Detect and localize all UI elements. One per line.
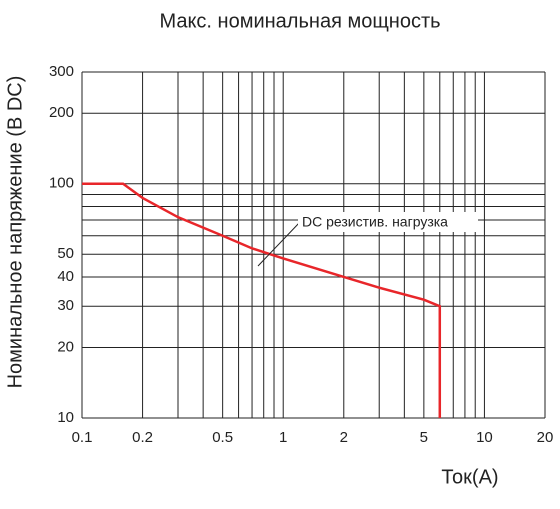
- y-tick-label: 200: [49, 104, 74, 121]
- x-tick-label: 5: [420, 429, 428, 446]
- y-axis-label: Номинальное напряжение (В DC): [4, 76, 26, 389]
- y-tick-label: 20: [57, 338, 74, 355]
- data-line: [82, 182, 442, 418]
- annotation-bg: [298, 212, 478, 232]
- x-tick-label: 0.2: [132, 429, 153, 446]
- x-axis-label: Ток(A): [441, 466, 498, 488]
- x-tick-label: 2: [340, 429, 348, 446]
- y-tick-label: 100: [49, 175, 74, 192]
- x-tick-label: 0.5: [212, 429, 233, 446]
- y-tick-label: 50: [57, 245, 74, 262]
- y-tick-label: 30: [57, 297, 74, 314]
- annotation-leader: [257, 221, 301, 267]
- chart-title: Макс. номинальная мощность: [159, 10, 440, 32]
- y-tick-label: 300: [49, 63, 74, 80]
- x-tick-label: 0.1: [72, 429, 93, 446]
- y-tick-label: 10: [57, 409, 74, 426]
- annotation: DC резистив. нагрузка: [302, 214, 448, 230]
- y-tick-label: 40: [57, 268, 74, 285]
- x-tick-label: 1: [279, 429, 287, 446]
- x-tick-label: 10: [476, 429, 493, 446]
- x-tick-label: 20: [537, 429, 554, 446]
